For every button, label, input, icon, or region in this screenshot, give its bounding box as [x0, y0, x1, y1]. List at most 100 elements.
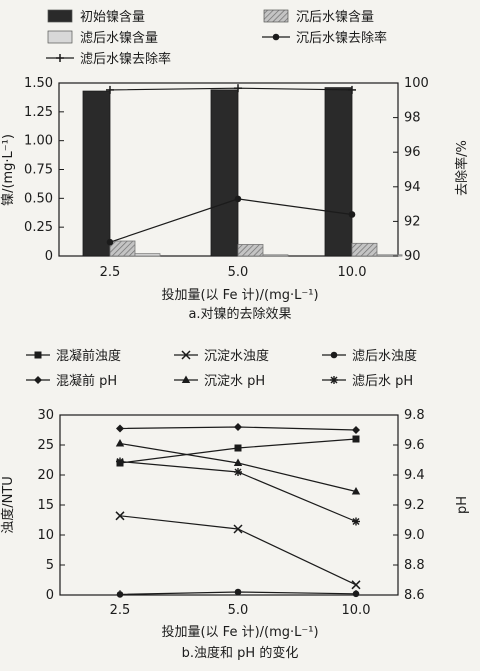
legend-marker [181, 375, 191, 383]
y-tick-label-right-a: 100 [404, 76, 429, 91]
bar [134, 253, 161, 257]
legend-marker [330, 351, 338, 359]
y-tick-label-right-a: 96 [404, 145, 421, 160]
legend-item-b: 沉淀水浊度 [174, 348, 269, 364]
data-point [352, 435, 360, 443]
y-tick-label-left-a: 0.50 [24, 191, 53, 206]
y-tick-label-left-a: 0.25 [24, 220, 53, 235]
legend-item-b: 滤后水浊度 [322, 348, 417, 364]
y-tick-label-left-a: 1.50 [24, 76, 53, 91]
legend-item-b: 沉淀水 pH [174, 374, 265, 389]
y-axis-label-right-b: pH [455, 496, 470, 514]
data-point [116, 424, 124, 433]
bar [376, 254, 403, 257]
caption-a: a.对镍的去除效果 [188, 306, 291, 322]
data-point [351, 487, 361, 495]
data-point [116, 457, 124, 466]
y-axis-label-left-a: 镍/(mg·L⁻¹) [1, 134, 16, 206]
data-point [106, 85, 114, 94]
y-tick-label-right-a: 90 [404, 249, 421, 264]
legend-label: 初始镍含量 [80, 9, 145, 25]
legend-marker [34, 376, 42, 384]
x-tick-label-a: 5.0 [228, 265, 249, 280]
x-axis-label-a: 投加量(以 Fe 计)/(mg·L⁻¹) [161, 287, 318, 303]
legend-label: 混凝前 pH [56, 373, 117, 389]
y-tick-label-left-b: 5 [46, 558, 54, 573]
legend-item-a: 沉后水镍去除率 [262, 30, 387, 46]
legend-label: 滤后水镍去除率 [80, 51, 171, 67]
y-tick-label-right-b: 9.8 [404, 408, 425, 423]
y-tick-label-left-a: 0 [45, 249, 53, 264]
y-tick-label-left-a: 0.75 [24, 163, 53, 178]
legend-marker [181, 350, 191, 360]
legend-label: 沉淀水浊度 [204, 348, 269, 364]
y-tick-label-left-b: 15 [37, 498, 54, 513]
legend-item-b: 混凝前 pH [26, 373, 117, 389]
legend-marker [330, 376, 338, 384]
legend-label: 混凝前浊度 [56, 348, 121, 364]
y-tick-label-left-b: 10 [37, 528, 54, 543]
data-point [234, 84, 242, 93]
legend-label: 沉后水镍去除率 [296, 30, 387, 46]
data-point [352, 517, 360, 526]
x-axis-label-b: 投加量(以 Fe 计)/(mg·L⁻¹) [161, 624, 318, 640]
legend-swatch [47, 30, 73, 44]
data-point [348, 211, 356, 218]
y-tick-label-right-b: 9.0 [404, 528, 425, 543]
bar [109, 240, 136, 257]
data-point [115, 511, 125, 521]
y-tick-label-right-b: 9.2 [404, 498, 425, 513]
data-point [351, 580, 361, 590]
data-point [116, 591, 124, 598]
x-tick-label-b: 2.5 [110, 603, 131, 618]
bar [351, 242, 378, 257]
series-line [119, 515, 357, 586]
legend-item-b: 混凝前浊度 [26, 348, 121, 364]
legend-item-a: 滤后水镍去除率 [46, 51, 171, 67]
data-point [234, 423, 242, 431]
y-tick-label-right-a: 94 [404, 180, 421, 195]
data-point [348, 85, 356, 94]
data-point [234, 444, 242, 452]
legend-marker [56, 54, 64, 62]
y-tick-label-right-a: 92 [404, 214, 421, 229]
y-tick-label-left-b: 20 [37, 468, 54, 483]
bar [82, 90, 111, 257]
y-tick-label-left-a: 1.00 [24, 134, 53, 149]
plot-frame-b [59, 414, 399, 596]
legend-label: 沉后水镍含量 [296, 9, 374, 25]
legend-marker [34, 351, 42, 359]
y-tick-label-right-b: 9.4 [404, 468, 425, 483]
data-point [234, 195, 242, 203]
x-tick-label-b: 5.0 [228, 603, 249, 618]
x-tick-label-b: 10.0 [342, 603, 371, 618]
data-point [115, 439, 125, 447]
legend-label: 滤后水浊度 [352, 348, 417, 364]
bar [210, 89, 239, 257]
legend-item-b: 滤后水 pH [322, 374, 413, 389]
data-point [233, 458, 243, 466]
legend-label: 滤后水 pH [352, 374, 413, 389]
y-tick-label-left-b: 0 [46, 588, 54, 603]
y-axis-label-left-b: 浊度/NTU [0, 476, 16, 534]
data-point [234, 588, 242, 596]
y-tick-label-left-a: 1.25 [24, 105, 53, 120]
y-tick-label-left-b: 30 [37, 408, 54, 423]
y-tick-label-right-b: 8.6 [404, 588, 425, 603]
y-tick-label-right-b: 8.8 [404, 558, 425, 573]
caption-b: b.浊度和 pH 的变化 [182, 645, 299, 661]
legend-label: 滤后水镍含量 [80, 30, 158, 46]
x-tick-label-a: 2.5 [100, 265, 121, 280]
legend-label: 沉淀水 pH [204, 374, 265, 389]
y-tick-label-right-a: 98 [404, 111, 421, 126]
y-axis-label-right-a: 去除率/% [454, 140, 470, 196]
legend-swatch [263, 9, 289, 23]
data-point [234, 468, 242, 476]
bar [262, 254, 289, 257]
y-tick-label-right-b: 9.6 [404, 438, 425, 453]
data-point [106, 238, 114, 246]
